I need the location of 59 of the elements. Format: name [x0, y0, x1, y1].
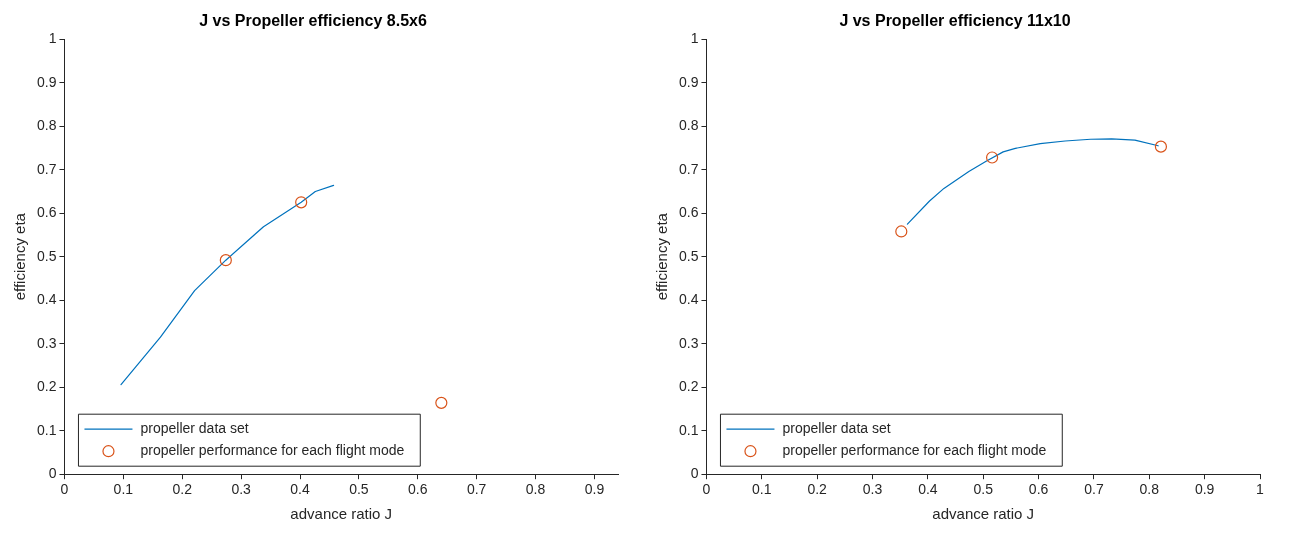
x-tick-label: 0.5: [349, 481, 369, 498]
y-tick-label: 0: [48, 465, 57, 482]
x-tick-label: 1: [1256, 481, 1265, 498]
y-tick-label: 0.5: [36, 247, 57, 264]
x-tick-label: 0: [702, 481, 711, 498]
x-tick-label: 0.2: [172, 481, 193, 498]
y-tick-label: 1: [690, 30, 699, 47]
chart-title: J vs Propeller efficiency 8.5x6: [199, 12, 427, 30]
y-tick-label: 0.3: [678, 334, 699, 351]
point: [985, 151, 999, 164]
y-tick-label: 0.6: [678, 204, 699, 221]
legend-label: propeller data set: [782, 420, 891, 437]
y-tick-label: 0.4: [678, 291, 699, 308]
y-tick-label: 0.3: [36, 334, 57, 351]
x-tick-label: 0.5: [973, 481, 994, 498]
point: [895, 225, 908, 238]
y-tick-label: 0.2: [678, 378, 699, 395]
x-tick-label: 0.7: [1084, 481, 1104, 498]
x-tick-label: 0.9: [1194, 481, 1215, 498]
y-tick-label: 0.9: [678, 73, 699, 90]
x-tick-label: 0.8: [1139, 481, 1160, 498]
legend-label: propeller performance for each flight mode: [782, 442, 1047, 459]
x-tick-label: 0.4: [918, 481, 938, 498]
x-tick-label: 0.6: [408, 481, 428, 498]
point: [435, 396, 448, 409]
x-axis-title: advance ratio J: [290, 505, 393, 523]
y-tick-label: 0: [690, 465, 699, 482]
x-tick-label: 0.2: [807, 481, 828, 498]
x-axis-title: advance ratio J: [932, 505, 1035, 523]
y-tick-label: 0.9: [36, 73, 57, 90]
y-tick-label: 0.5: [678, 247, 699, 264]
y-tick-label: 0.7: [678, 160, 699, 177]
y-tick-label: 0.4: [36, 291, 57, 308]
y-tick-label: 0.6: [36, 204, 57, 221]
legend-label: propeller performance for each flight mode: [140, 442, 405, 459]
y-tick-label: 1: [48, 30, 57, 47]
x-tick-label: 0.3: [231, 481, 252, 498]
y-axis-title: efficiency eta: [11, 212, 29, 301]
y-tick-label: 0.8: [36, 117, 57, 134]
chart-title: J vs Propeller efficiency 11x10: [839, 12, 1071, 30]
y-tick-label: 0.7: [36, 160, 57, 177]
point: [1154, 140, 1168, 153]
y-axis-title: efficiency eta: [653, 212, 671, 301]
x-tick-label: 0.4: [290, 481, 310, 498]
x-tick-label: 0.1: [752, 481, 772, 498]
y-tick-label: 0.1: [36, 421, 57, 438]
legend-label: propeller data set: [140, 420, 249, 437]
x-tick-label: 0.6: [1028, 481, 1049, 498]
x-tick-label: 0: [60, 481, 69, 498]
x-tick-label: 0.3: [862, 481, 883, 498]
x-tick-label: 0.1: [113, 481, 134, 498]
x-tick-label: 0.7: [466, 481, 487, 498]
point: [295, 196, 308, 209]
y-tick-label: 0.2: [36, 378, 57, 395]
y-tick-label: 0.8: [678, 117, 699, 134]
y-tick-label: 0.1: [678, 421, 699, 438]
x-tick-label: 0.9: [584, 481, 605, 498]
point: [219, 254, 232, 267]
x-tick-label: 0.8: [525, 481, 546, 498]
